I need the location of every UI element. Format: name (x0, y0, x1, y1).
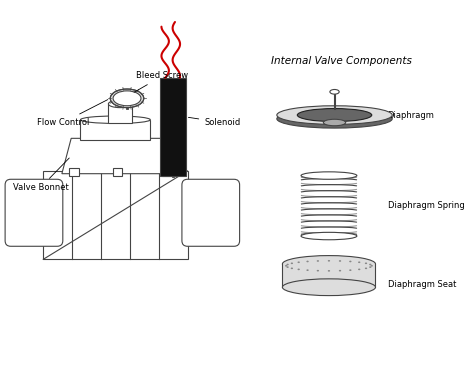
Ellipse shape (291, 262, 293, 264)
Bar (109, 104, 132, 123)
Bar (160, 78, 186, 176)
Ellipse shape (285, 265, 287, 267)
Ellipse shape (277, 106, 392, 124)
Ellipse shape (365, 268, 367, 269)
Bar (43, 171, 188, 259)
Ellipse shape (358, 261, 360, 263)
Ellipse shape (109, 100, 132, 108)
Ellipse shape (323, 119, 346, 126)
Ellipse shape (297, 109, 372, 122)
Ellipse shape (328, 260, 330, 262)
Ellipse shape (306, 269, 309, 271)
Text: Flow Control: Flow Control (37, 100, 108, 127)
Ellipse shape (365, 262, 367, 264)
Ellipse shape (301, 172, 357, 179)
Bar (163, 168, 172, 176)
FancyBboxPatch shape (5, 179, 63, 246)
Ellipse shape (358, 269, 360, 270)
Ellipse shape (371, 265, 373, 267)
Polygon shape (62, 138, 173, 174)
Ellipse shape (328, 270, 330, 272)
Ellipse shape (301, 232, 357, 240)
Ellipse shape (81, 116, 150, 123)
Text: Bleed Screw: Bleed Screw (134, 71, 189, 92)
Ellipse shape (369, 266, 372, 268)
Ellipse shape (349, 269, 352, 271)
Ellipse shape (339, 270, 341, 272)
Ellipse shape (298, 261, 300, 263)
Ellipse shape (339, 260, 341, 262)
Ellipse shape (286, 266, 289, 268)
Bar (81, 120, 150, 140)
Ellipse shape (113, 91, 141, 106)
Ellipse shape (283, 279, 375, 296)
Text: Valve Bonnet: Valve Bonnet (12, 158, 69, 192)
Ellipse shape (330, 89, 339, 94)
Bar (283, 264, 375, 287)
Text: Diaphragm: Diaphragm (388, 111, 435, 120)
Ellipse shape (317, 260, 319, 262)
Ellipse shape (277, 109, 392, 128)
Ellipse shape (283, 255, 375, 272)
Bar (113, 168, 122, 176)
Bar (69, 168, 79, 176)
Ellipse shape (369, 264, 372, 265)
Ellipse shape (291, 268, 293, 269)
Text: Solenoid: Solenoid (188, 117, 240, 127)
FancyBboxPatch shape (182, 179, 240, 246)
Text: Diaphragm Seat: Diaphragm Seat (388, 280, 456, 290)
Ellipse shape (110, 89, 144, 108)
Text: Diaphragm Spring: Diaphragm Spring (388, 201, 465, 210)
Ellipse shape (317, 270, 319, 272)
Ellipse shape (349, 261, 352, 262)
Ellipse shape (286, 264, 289, 265)
Ellipse shape (298, 269, 300, 270)
Text: Internal Valve Components: Internal Valve Components (271, 56, 411, 66)
Ellipse shape (306, 261, 309, 262)
